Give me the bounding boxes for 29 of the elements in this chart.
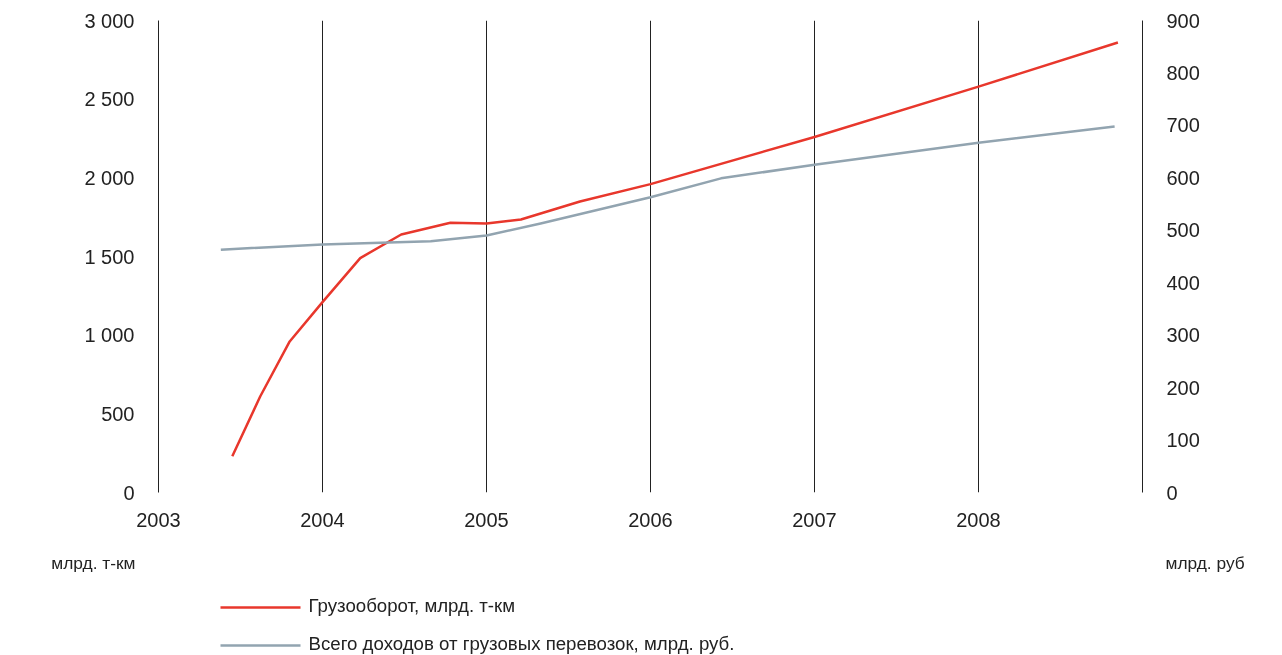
- x-tick-label: 2005: [464, 508, 509, 531]
- y2-tick-label: 200: [1166, 376, 1200, 399]
- y2-tick-label: 900: [1166, 9, 1200, 32]
- y-tick-label: 1 500: [84, 245, 135, 268]
- y2-tick-label: 800: [1166, 61, 1200, 84]
- y-tick-label: 1 000: [84, 324, 135, 347]
- y-axis-title: млрд. т-км: [51, 552, 136, 573]
- y2-tick-label: 100: [1166, 429, 1200, 452]
- y-tick-label: 500: [101, 402, 135, 425]
- x-tick-label: 2003: [136, 508, 181, 531]
- x-tick-label: 2004: [300, 508, 345, 531]
- y2-tick-label: 0: [1166, 481, 1178, 504]
- x-tick-label: 2007: [792, 508, 837, 531]
- legend-label: Всего доходов от грузовых перевозок, млрд. руб.: [308, 633, 735, 654]
- y2-tick-label: 400: [1166, 271, 1200, 294]
- y2-tick-label: 600: [1166, 166, 1200, 189]
- x-tick-label: 2008: [956, 508, 1001, 531]
- y2-tick-label: 500: [1166, 219, 1200, 242]
- y-tick-label: 2 500: [84, 88, 135, 111]
- y-tick-label: 0: [123, 481, 135, 504]
- x-tick-label: 2006: [628, 508, 673, 531]
- y-tick-label: 3 000: [84, 9, 135, 32]
- line-series: [219, 125, 1116, 251]
- legend-label: Грузооборот, млрд. т-км: [308, 595, 516, 616]
- line-series: [231, 41, 1120, 458]
- y2-tick-label: 700: [1166, 114, 1200, 137]
- y2-axis-title: млрд. руб: [1165, 552, 1245, 573]
- y-tick-label: 2 000: [84, 166, 135, 189]
- y2-tick-label: 300: [1166, 324, 1200, 347]
